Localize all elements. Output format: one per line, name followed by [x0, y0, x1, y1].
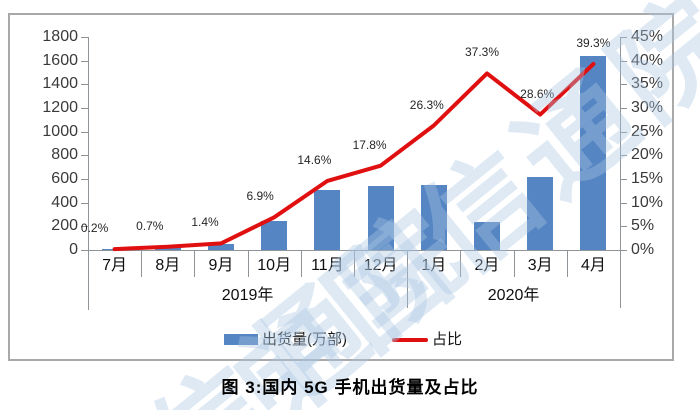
y-axis-left-label: 800	[51, 146, 78, 164]
y-axis-left-label: 200	[51, 217, 78, 235]
figure-caption: 图 3:国内 5G 手机出货量及占比	[221, 378, 479, 397]
y-axis-right-label: 0%	[631, 241, 655, 258]
y-axis-left-label: 1600	[42, 51, 78, 69]
category-separator	[247, 250, 249, 277]
y-axis-left-label: 400	[51, 193, 78, 211]
y-axis-left-tick	[81, 250, 88, 251]
category-separator	[141, 250, 143, 277]
legend-line-label: 占比	[432, 331, 463, 348]
month-label: 11月	[311, 257, 344, 274]
line-point-label: 39.3%	[576, 36, 611, 50]
y-axis-left-tick	[81, 60, 88, 62]
y-axis-right-tick	[620, 84, 627, 86]
bar-11月	[314, 190, 341, 250]
month-label: 2月	[474, 257, 500, 274]
bar-10月	[261, 220, 288, 250]
y-axis-left-tick	[81, 37, 88, 38]
bar-12月	[367, 185, 394, 250]
line-point-label: 37.3%	[464, 45, 500, 60]
legend-bar-swatch	[224, 334, 258, 345]
bar-4月	[580, 56, 607, 250]
line-point-label: 28.6%	[520, 86, 555, 101]
chart-frame	[8, 13, 674, 361]
bar-3月	[527, 176, 554, 250]
month-label: 9月	[208, 257, 234, 274]
y-axis-left-label: 1000	[42, 122, 78, 140]
category-separator	[407, 250, 409, 308]
y-axis-left-tick	[81, 84, 88, 86]
year-label: 2019年	[221, 287, 274, 304]
legend-bar-label: 出货量(万部)	[262, 331, 347, 348]
y-axis-left-label: 1800	[42, 28, 78, 45]
month-label: 8月	[155, 257, 181, 274]
y-axis-right-label: 15%	[631, 170, 664, 187]
category-separator	[460, 250, 462, 277]
line-point-label: 1.4%	[191, 215, 219, 230]
y-axis-left-tick	[81, 108, 88, 109]
y-axis-right-label: 45%	[631, 28, 664, 45]
y-axis-right-tick	[620, 131, 627, 133]
y-axis-right-label: 10%	[631, 193, 664, 211]
y-axis-right-tick	[620, 108, 627, 109]
y-axis-left-label: 1200	[42, 99, 78, 116]
y-axis-right-label: 35%	[631, 75, 664, 93]
y-axis-left-label: 0	[69, 241, 78, 258]
month-label: 12月	[363, 257, 398, 274]
y-axis-left-tick	[81, 202, 88, 204]
category-separator	[566, 250, 568, 277]
y-axis-right-label: 25%	[631, 122, 664, 140]
y-axis-right-tick	[620, 155, 627, 157]
y-axis-left-tick	[81, 155, 88, 157]
line-point-label: 14.6%	[297, 152, 332, 167]
y-axis-right-label: 5%	[631, 217, 655, 235]
category-separator	[513, 250, 515, 277]
category-separator	[194, 250, 196, 277]
line-point-label: 17.8%	[352, 137, 387, 152]
month-label: 4月	[580, 257, 606, 274]
y-axis-right-tick	[620, 250, 627, 251]
month-label: 7月	[102, 257, 128, 274]
line-point-label: 0.2%	[80, 221, 109, 236]
y-axis-right-tick	[620, 60, 627, 62]
y-axis-left-line	[88, 37, 89, 310]
month-label: 10月	[257, 257, 292, 274]
y-axis-right-tick	[620, 226, 627, 228]
y-axis-right-tick	[620, 37, 627, 38]
y-axis-left-tick	[81, 226, 88, 228]
bar-1月	[420, 185, 447, 250]
y-axis-left-label: 1400	[42, 75, 78, 93]
line-point-label: 26.3%	[409, 97, 444, 112]
month-label: 1月	[421, 257, 447, 274]
y-axis-right-line	[620, 37, 621, 308]
year-label: 2020年	[487, 287, 540, 304]
y-axis-right-label: 40%	[631, 51, 664, 69]
legend-line-swatch	[392, 338, 428, 342]
y-axis-right-label: 30%	[631, 99, 664, 116]
y-axis-right-label: 20%	[631, 146, 664, 164]
y-axis-left-label: 600	[51, 170, 78, 187]
line-point-label: 6.9%	[246, 189, 274, 204]
y-axis-left-tick	[81, 179, 88, 180]
y-axis-right-tick	[620, 202, 627, 204]
y-axis-right-tick	[620, 179, 627, 180]
category-separator	[354, 250, 355, 277]
line-point-label: 0.7%	[136, 218, 164, 233]
category-separator	[300, 250, 302, 277]
month-label: 3月	[527, 257, 553, 274]
y-axis-left-tick	[81, 131, 88, 133]
bar-2月	[474, 221, 500, 250]
